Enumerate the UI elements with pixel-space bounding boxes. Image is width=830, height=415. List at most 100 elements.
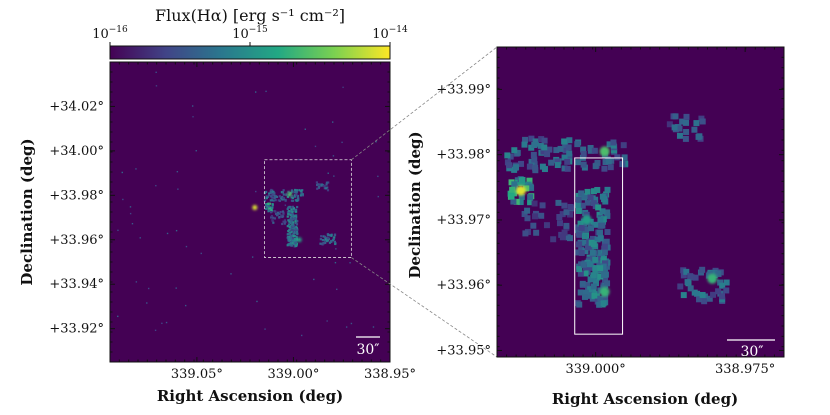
noise-pixel (155, 184, 157, 187)
emission-pixel (575, 207, 582, 214)
emission-pixel (604, 186, 611, 193)
emission-pixel (539, 202, 546, 209)
emission-pixel (606, 141, 613, 148)
noise-pixel (129, 206, 132, 208)
y-tick-label: +33.96° (436, 278, 491, 293)
emission-pixel (530, 151, 537, 158)
emission-pixel (566, 137, 573, 144)
emission-pixel (592, 163, 599, 170)
emission-pixel (528, 144, 535, 151)
emission-pixel (576, 266, 583, 273)
emission-pixel (597, 265, 604, 272)
emission-pixel (295, 214, 298, 217)
ylabel-left: Declination (deg) (18, 138, 36, 285)
emission-pixel (530, 222, 537, 229)
colorbar: Flux(Hα) [erg s⁻¹ cm⁻²] 10−16 10−15 10−14 (92, 6, 408, 60)
emission-pixel (532, 138, 539, 145)
emission-pixel (582, 289, 589, 296)
noise-pixel (264, 328, 266, 330)
emission-pixel (315, 181, 319, 184)
y-tick-label: +34.02° (49, 99, 104, 114)
emission-pixel (324, 238, 327, 241)
noise-pixel (117, 229, 119, 232)
emission-pixel (266, 195, 270, 198)
emission-pixel (270, 216, 273, 219)
emission-pixel (322, 235, 325, 238)
emission-pixel (263, 199, 267, 202)
emission-pixel (290, 211, 293, 215)
emission-pixel (272, 216, 275, 219)
noise-pixel (256, 300, 258, 303)
emission-pixel (320, 235, 323, 238)
ticks-right: 339.000° 338.975° +33.95° +33.96° +33.97° +33… (436, 47, 784, 377)
emission-pixel (596, 260, 603, 267)
emission-pixel (293, 215, 296, 218)
emission-pixel (291, 214, 294, 217)
emission-pixel (270, 195, 273, 198)
emission-pixel (590, 283, 597, 290)
emission-pixel (564, 165, 571, 172)
emission-pixel (590, 188, 597, 195)
emission-pixel (266, 206, 269, 209)
emission-pixel (299, 194, 303, 197)
x-tick-label: 339.00° (267, 367, 319, 382)
emission-pixel (295, 230, 299, 233)
emission-pixel (587, 286, 594, 293)
emission-pixel (680, 272, 687, 279)
y-tick-label: +33.97° (436, 213, 491, 228)
emission-pixel (281, 196, 284, 199)
emission-pixel (322, 242, 326, 245)
emission-pixel (715, 288, 722, 295)
emission-pixel (594, 186, 601, 193)
emission-pixel (272, 199, 275, 202)
emission-pixel (291, 210, 294, 214)
emission-pixel (527, 183, 534, 190)
emission-pixel (291, 196, 294, 199)
emission-pixel (291, 237, 295, 240)
emission-pixel (291, 221, 295, 224)
emission-pixel (596, 301, 603, 308)
noise-pixel (265, 90, 267, 93)
emission-pixel (292, 234, 295, 238)
emission-pixel (588, 264, 595, 271)
emission-pixel (273, 196, 277, 199)
emission-pixel (680, 292, 687, 299)
emission-pixel (511, 147, 518, 154)
emission-pixel (550, 236, 557, 243)
emission-pixel (282, 193, 285, 196)
emission-pixel (291, 239, 294, 242)
emission-pixel (271, 219, 274, 222)
emission-peak (287, 191, 293, 197)
emission-pixel (554, 158, 561, 165)
emission-pixel (328, 234, 332, 237)
emission-pixel (278, 212, 281, 215)
emission-pixel (327, 237, 330, 240)
emission-pixel (583, 211, 590, 218)
noise-pixel (254, 91, 257, 93)
emission-pixel (289, 216, 292, 220)
emission-pixel (723, 287, 730, 294)
emission-pixel (515, 179, 522, 186)
x-tick-label: 338.95° (364, 367, 416, 382)
emission-pixel (296, 220, 299, 223)
emission-pixel (683, 119, 690, 126)
emission-pixel (270, 214, 274, 218)
emission-pixel (290, 196, 293, 199)
emission-pixel (288, 243, 291, 246)
emission-pixel (594, 159, 601, 166)
y-tick-label: +33.99° (436, 82, 491, 97)
emission-pixel (601, 249, 608, 256)
emission-pixel (274, 212, 278, 216)
emission-pixel (282, 212, 285, 216)
emission-pixel (267, 202, 270, 205)
emission-pixel (533, 229, 540, 236)
noise-pixel (147, 287, 150, 290)
noise-pixel (117, 315, 119, 318)
colorbar-tick-label: 10−16 (92, 25, 128, 42)
noise-pixel (342, 86, 344, 89)
noise-pixel (135, 168, 137, 170)
emission-pixel (687, 285, 694, 292)
emission-pixel (585, 291, 592, 298)
emission-pixel (541, 144, 548, 151)
emission-peak (252, 205, 258, 211)
